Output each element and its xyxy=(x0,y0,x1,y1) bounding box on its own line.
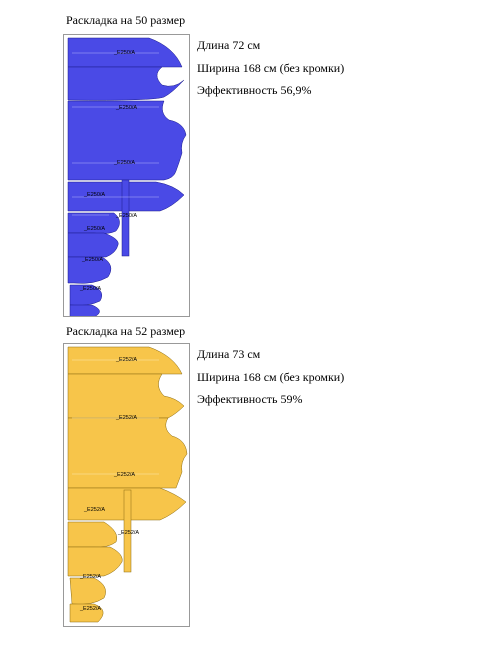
pattern-piece xyxy=(67,100,187,181)
layout-50-heading: Раскладка на 50 размер xyxy=(66,13,186,27)
pattern-piece xyxy=(67,66,185,101)
pattern-piece xyxy=(123,489,132,573)
piece-label: _E250/A xyxy=(113,50,135,56)
piece-label: _E250/A xyxy=(83,226,105,232)
pattern-piece xyxy=(67,256,112,284)
pattern-piece xyxy=(69,577,106,605)
layout-52-marker: _E252/A _E252/A _E252/A _E252/A _E252/A … xyxy=(63,343,190,627)
layout-52-length: Длина 73 см xyxy=(197,347,261,361)
pattern-piece xyxy=(69,304,100,316)
piece-label: _E250/A xyxy=(115,105,137,111)
layout-52-width: Ширина 168 см (без кромки) xyxy=(197,369,345,384)
pattern-piece xyxy=(69,603,104,623)
piece-label: _E252/A xyxy=(117,530,139,536)
layout-50-info: Длина 72 см Ширина 168 см (без кромки) Э… xyxy=(197,34,344,102)
layout-52-info: Длина 73 см Ширина 168 см (без кромки) Э… xyxy=(197,343,344,411)
pattern-piece xyxy=(67,521,117,548)
layout-52-heading: Раскладка на 52 размер xyxy=(66,324,186,338)
piece-label: _E252/A xyxy=(115,415,137,421)
layout-50-efficiency: Эффективность 56,9% xyxy=(197,83,312,97)
layout-50-marker: _E250/A _E250/A _E250/A _E250/A _E250/A … xyxy=(63,34,190,317)
piece-label: _E250/A xyxy=(115,213,137,219)
pattern-piece xyxy=(67,546,123,577)
pattern-piece xyxy=(67,346,183,375)
pattern-piece xyxy=(121,179,130,257)
layout-50-width: Ширина 168 см (без кромки) xyxy=(197,60,345,75)
pattern-piece xyxy=(67,37,183,68)
pattern-piece xyxy=(67,373,185,419)
piece-label: _E252/A xyxy=(113,472,135,478)
layout-50-length: Длина 72 см xyxy=(197,38,261,52)
pattern-piece xyxy=(67,232,119,258)
piece-label: _E250/A xyxy=(79,286,101,292)
piece-label: _E250/A xyxy=(81,257,103,263)
layout-50-marker-drawing: _E250/A _E250/A _E250/A _E250/A _E250/A … xyxy=(67,37,187,316)
piece-label: _E250/A xyxy=(83,192,105,198)
piece-label: _E252/A xyxy=(79,574,101,580)
piece-label: _E252/A xyxy=(79,606,101,612)
layout-52-efficiency: Эффективность 59% xyxy=(197,392,303,406)
piece-label: _E252/A xyxy=(115,357,137,363)
pattern-piece xyxy=(67,417,188,489)
piece-label: _E252/A xyxy=(83,507,105,513)
piece-label: _E250/A xyxy=(113,160,135,166)
layout-52-marker-drawing: _E252/A _E252/A _E252/A _E252/A _E252/A … xyxy=(67,346,188,623)
